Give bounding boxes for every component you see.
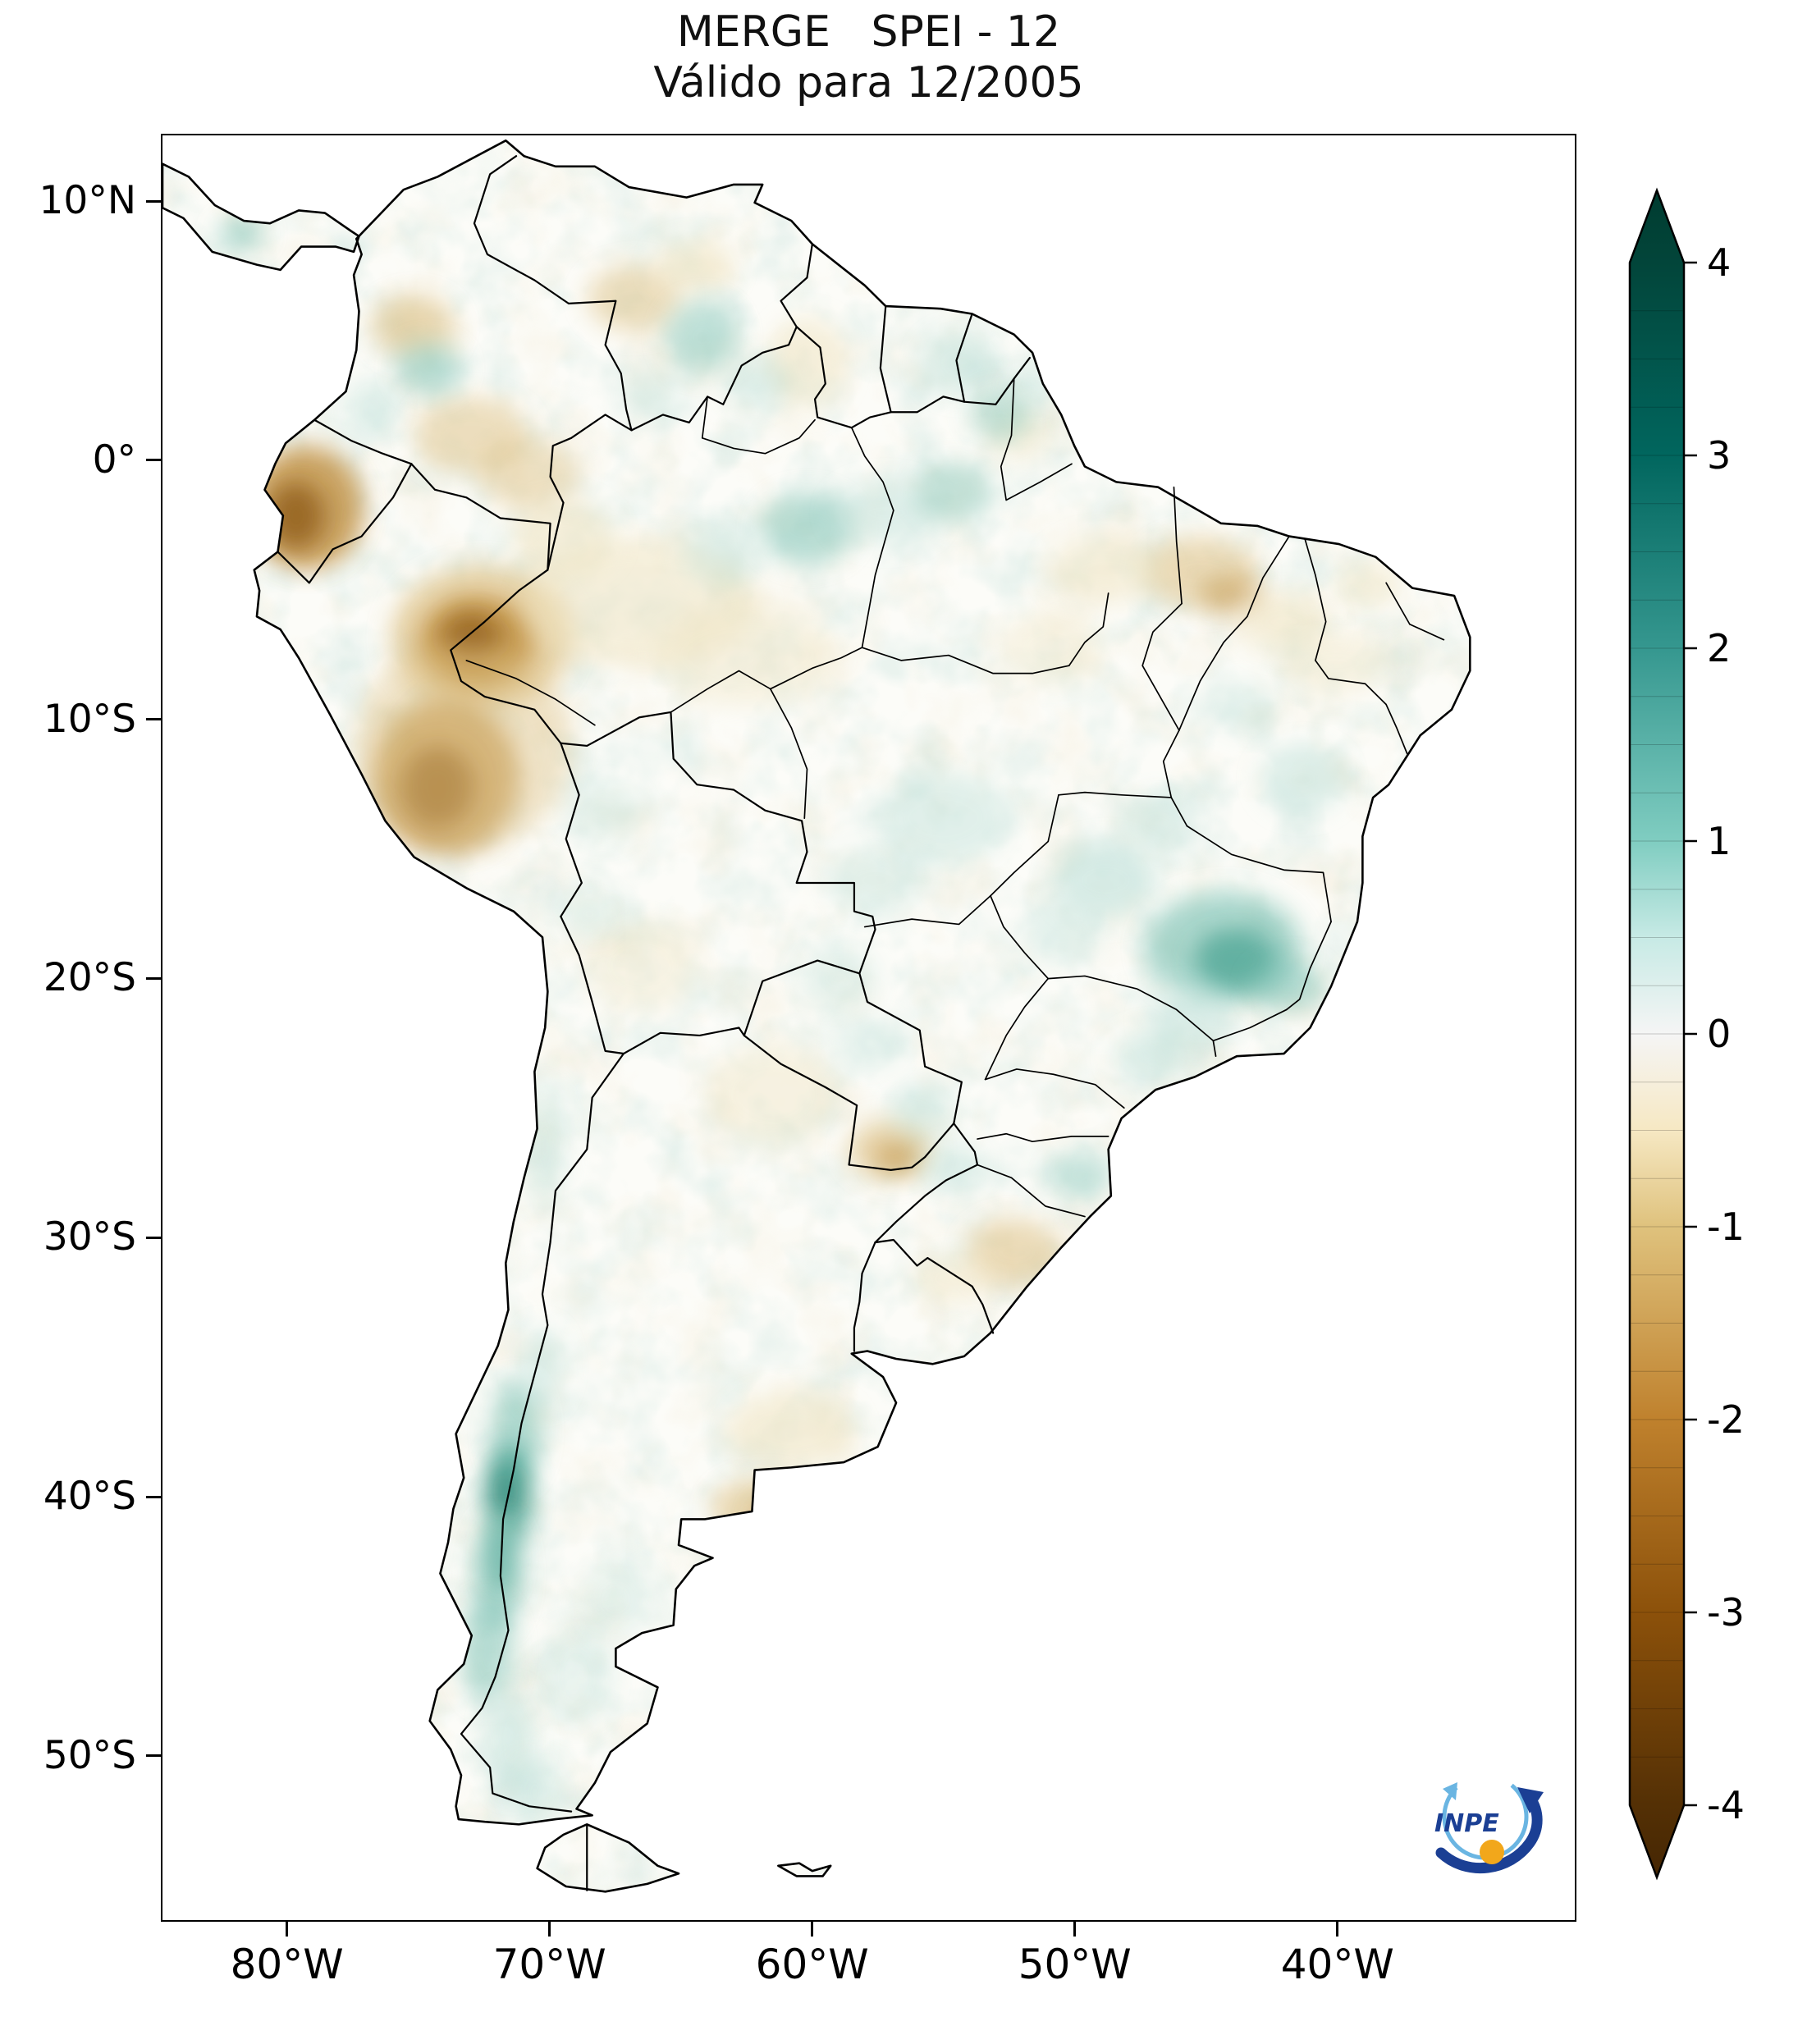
lat-tick-mark (146, 718, 161, 721)
inpe-logo-circle-arrowhead (1443, 1782, 1457, 1800)
lon-tick-label: 60°W (755, 1941, 869, 1988)
inpe-logo: INPE (1410, 1756, 1549, 1887)
colorbar: 4 3 2 1 0 -1 -2 -3 -4 (1628, 187, 1745, 1881)
lat-tick-mark (146, 199, 161, 203)
lat-tick-mark (146, 459, 161, 462)
colorbar-tick-label: -1 (1707, 1205, 1745, 1249)
colorbar-tick-label: 1 (1707, 819, 1731, 863)
inpe-logo-swoosh-arrowhead (1517, 1787, 1544, 1813)
chart-title: MERGE SPEI - 12 (676, 7, 1061, 57)
lon-tick-mark (811, 1922, 814, 1937)
lat-tick-label: 10°N (39, 178, 136, 224)
colorbar-tick-label: 2 (1707, 626, 1731, 670)
colorbar-tick-label: 3 (1707, 433, 1731, 478)
inpe-logo-text: INPE (1434, 1809, 1499, 1838)
lon-tick-mark (286, 1922, 289, 1937)
lon-tick-label: 40°W (1280, 1941, 1394, 1988)
colorbar-tick-label: -4 (1707, 1783, 1745, 1827)
lat-tick-mark (146, 1236, 161, 1239)
land-raster (162, 140, 1471, 1892)
boundary-lines (162, 140, 1470, 1891)
lon-tick-mark (1073, 1922, 1077, 1937)
south-america-spei-map (162, 135, 1575, 1920)
lat-tick-label: 10°S (43, 696, 136, 742)
lat-tick-label: 40°S (43, 1474, 136, 1520)
colorbar-tick-label: 0 (1707, 1012, 1731, 1056)
lat-tick-label: 0° (92, 437, 136, 482)
lon-tick-mark (548, 1922, 551, 1937)
inpe-logo-swoosh-arrow (1435, 1793, 1543, 1874)
lat-tick-mark (146, 1495, 161, 1498)
lat-tick-label: 50°S (43, 1732, 136, 1778)
colorbar-tick-label: 4 (1707, 240, 1731, 285)
inpe-logo-orange-dot (1480, 1840, 1504, 1864)
lat-tick-label: 20°S (43, 955, 136, 1001)
colorbar-tick-label: -2 (1707, 1397, 1745, 1442)
lon-tick-label: 70°W (492, 1941, 606, 1988)
lon-tick-mark (1336, 1922, 1339, 1937)
colorbar-tick-label: -3 (1707, 1590, 1745, 1635)
lat-tick-mark (146, 1754, 161, 1758)
lat-tick-label: 30°S (43, 1214, 136, 1260)
title-block: MERGE SPEI - 12 Válido para 12/2005 (161, 7, 1576, 108)
map-frame: INPE (161, 134, 1576, 1922)
lon-tick-label: 50°W (1018, 1941, 1132, 1988)
lon-tick-label: 80°W (230, 1941, 344, 1988)
lat-tick-mark (146, 976, 161, 980)
chart-subtitle: Válido para 12/2005 (653, 58, 1084, 107)
